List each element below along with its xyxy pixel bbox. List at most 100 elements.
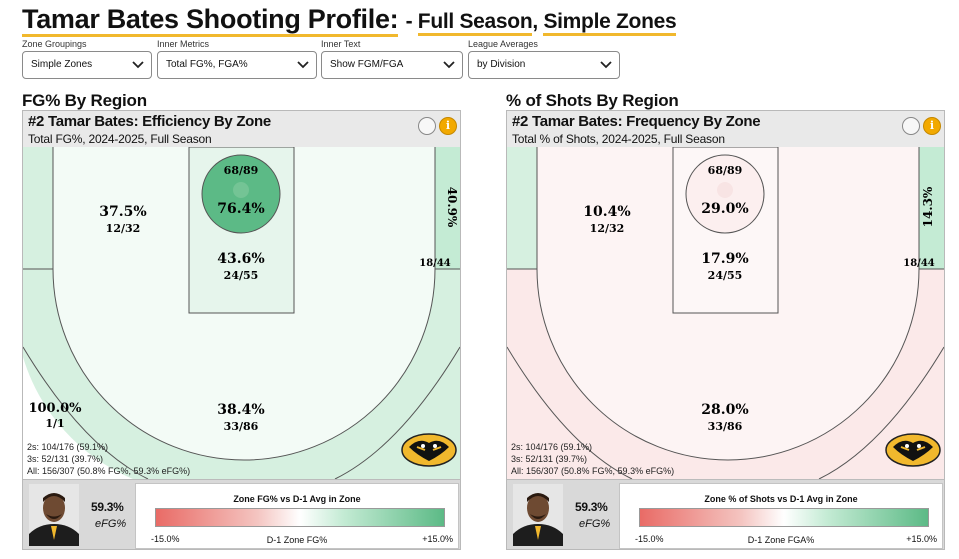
player-avatar [29, 484, 79, 546]
three-pct-label: 28.0% [701, 402, 748, 418]
filter-inner-metrics: Inner Metrics Total FG%, FGA% [157, 39, 317, 79]
card-title: #2 Tamar Bates: Efficiency By Zone [28, 113, 271, 130]
title-dash: - [405, 10, 418, 33]
card-footer: 59.3% eFG% Zone % of Shots vs D-1 Avg in… [507, 479, 944, 549]
title-period: Full Season [417, 10, 533, 36]
right-corner-frac-label: 18/44 [903, 258, 935, 269]
footer-efg-value: 59.3% [91, 500, 124, 514]
legend-max: +15.0% [906, 534, 937, 544]
efficiency-court: 68/89 76.4% 43.6% 24/55 37.5% 12/32 40.9… [23, 147, 460, 479]
rim-pct-label: 76.4% [217, 201, 264, 217]
card-subtitle: Total % of Shots, 2024-2025, Full Season [512, 132, 725, 146]
legend: Zone FG% vs D-1 Avg in Zone -15.0% D-1 Z… [135, 483, 459, 549]
rim-hoop [717, 182, 733, 198]
title-zones: Simple Zones [543, 10, 677, 36]
card-footer: 59.3% eFG% Zone FG% vs D-1 Avg in Zone -… [23, 479, 460, 549]
efficiency-card: #2 Tamar Bates: Efficiency By Zone Total… [22, 110, 461, 550]
zone-right-corner [919, 147, 944, 269]
legend-min: -15.0% [151, 534, 180, 544]
filter-label: League Averages [468, 39, 538, 49]
select-value: by Division [477, 59, 526, 70]
legend-gradient-bar [155, 508, 445, 527]
three-frac-label: 33/86 [224, 420, 259, 433]
left-corner-pct-label: 100.0% [28, 401, 82, 416]
rim-hoop [233, 182, 249, 198]
title-main: Tamar Bates Shooting Profile: [22, 4, 399, 37]
team-logo [885, 433, 941, 467]
rim-frac-label: 68/89 [224, 164, 259, 177]
right-corner-frac-label: 18/44 [419, 258, 451, 269]
left-mid-pct-label: 37.5% [99, 204, 146, 220]
efficiency-section-title: FG% By Region [22, 91, 147, 110]
paint-frac-label: 24/55 [708, 269, 743, 282]
three-point-arc [536, 268, 920, 461]
shooting-stats: 2s: 104/176 (59.1%) 3s: 52/131 (39.7%) A… [27, 441, 190, 477]
select-value: Total FG%, FGA% [166, 59, 248, 70]
chevron-down-icon [297, 61, 309, 69]
stats-threes: 3s: 52/131 (39.7%) [511, 454, 588, 464]
shooting-stats: 2s: 104/176 (59.1%) 3s: 52/131 (39.7%) A… [511, 441, 674, 477]
frequency-court: 68/89 29.0% 17.9% 24/55 10.4% 12/32 14.3… [507, 147, 944, 479]
filter-label: Inner Metrics [157, 39, 210, 49]
three-pct-label: 38.4% [217, 402, 264, 418]
legend-title: Zone % of Shots vs D-1 Avg in Zone [704, 494, 858, 504]
left-mid-pct-label: 10.4% [583, 204, 630, 220]
rim-pct-label: 29.0% [701, 201, 748, 217]
stats-twos: 2s: 104/176 (59.1%) [27, 442, 109, 452]
footer-efg-value: 59.3% [575, 500, 608, 514]
stats-twos: 2s: 104/176 (59.1%) [511, 442, 593, 452]
left-mid-frac-label: 12/32 [590, 222, 625, 235]
zone-three-above-break [23, 269, 460, 479]
filter-label: Inner Text [321, 39, 361, 49]
legend: Zone % of Shots vs D-1 Avg in Zone -15.0… [619, 483, 943, 549]
select-value: Simple Zones [31, 59, 93, 70]
info-icon[interactable]: i [439, 117, 457, 135]
paint-pct-label: 43.6% [217, 251, 264, 267]
stats-all: All: 156/307 (50.8% FG%, 59.3% eFG%) [27, 466, 191, 476]
inner-metrics-select[interactable]: Total FG%, FGA% [157, 51, 317, 79]
outer-arc-right [818, 346, 944, 479]
team-logo [401, 433, 457, 467]
zone-right-corner [435, 147, 460, 269]
rim-frac-label: 68/89 [708, 164, 743, 177]
legend-axis-label: D-1 Zone FGA% [747, 535, 815, 545]
zone-left-corner-lower [23, 357, 133, 479]
outer-arc-left [507, 346, 633, 479]
three-point-arc [52, 268, 436, 461]
outer-arc-left [23, 346, 149, 479]
stats-threes: 3s: 52/131 (39.7%) [27, 454, 104, 464]
left-corner-frac-label: 1/1 [45, 417, 64, 430]
zone-left-corner [507, 147, 537, 269]
right-corner-pct-label: 14.3% [921, 186, 935, 227]
league-averages-select[interactable]: by Division [468, 51, 620, 79]
select-value: Show FGM/FGA [330, 59, 404, 70]
legend-title: Zone FG% vs D-1 Avg in Zone [233, 494, 361, 504]
info-icon[interactable]: i [923, 117, 941, 135]
inner-text-select[interactable]: Show FGM/FGA [321, 51, 463, 79]
legend-axis-label: D-1 Zone FG% [266, 535, 328, 545]
left-mid-frac-label: 12/32 [106, 222, 141, 235]
toggle-circle-button[interactable] [418, 117, 436, 135]
chevron-down-icon [443, 61, 455, 69]
player-avatar [513, 484, 563, 546]
three-frac-label: 33/86 [708, 420, 743, 433]
zone-left-corner [23, 147, 53, 269]
chevron-down-icon [600, 61, 612, 69]
chevron-down-icon [132, 61, 144, 69]
outer-arc-right [334, 346, 460, 479]
card-subtitle: Total FG%, 2024-2025, Full Season [28, 132, 212, 146]
stats-all: All: 156/307 (50.8% FG%, 59.3% eFG%) [511, 466, 675, 476]
frequency-section-title: % of Shots By Region [506, 91, 679, 110]
frequency-card: #2 Tamar Bates: Frequency By Zone Total … [506, 110, 945, 550]
card-header: #2 Tamar Bates: Frequency By Zone Total … [507, 111, 944, 147]
card-header: #2 Tamar Bates: Efficiency By Zone Total… [23, 111, 460, 147]
title-comma: , [532, 10, 544, 33]
footer-efg-label: eFG% [95, 518, 127, 530]
toggle-circle-button[interactable] [902, 117, 920, 135]
legend-max: +15.0% [422, 534, 453, 544]
footer-efg-label: eFG% [579, 518, 611, 530]
filter-league-averages: League Averages by Division [468, 39, 620, 79]
filter-zone-groupings: Zone Groupings Simple Zones [22, 39, 152, 79]
zone-groupings-select[interactable]: Simple Zones [22, 51, 152, 79]
paint-frac-label: 24/55 [224, 269, 259, 282]
